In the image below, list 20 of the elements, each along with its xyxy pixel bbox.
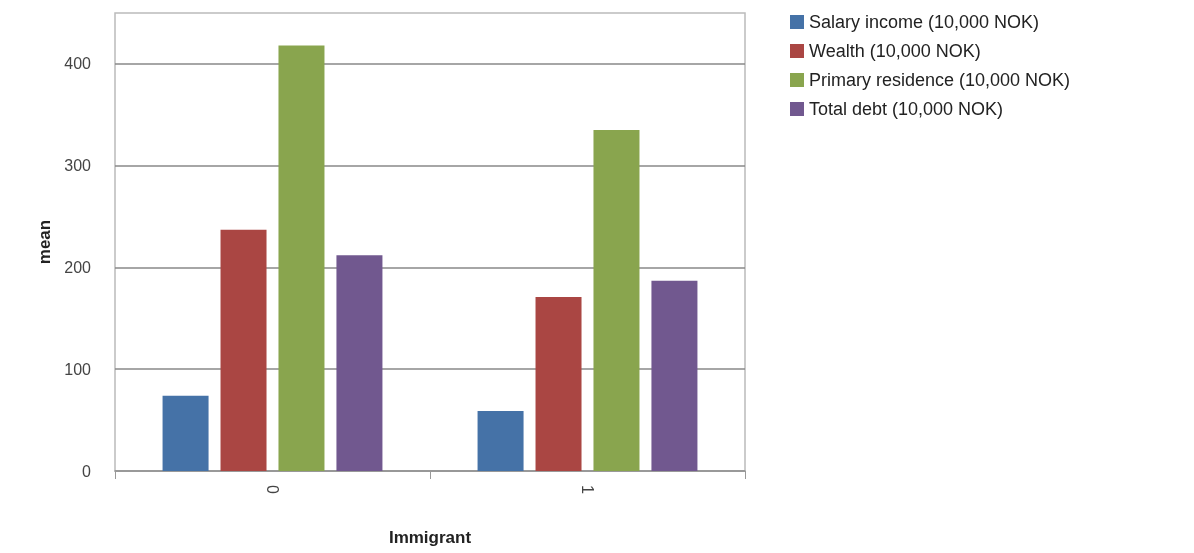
bar [535,296,582,471]
y-tick-label: 400 [64,55,92,73]
legend-label: Primary residence (10,000 NOK) [809,70,1071,90]
legend-label: Wealth (10,000 NOK) [809,41,981,61]
bar [278,45,325,471]
bar [593,130,640,471]
legend-label: Total debt (10,000 NOK) [809,99,1004,119]
bar [162,395,209,471]
legend-label: Salary income (10,000 NOK) [809,12,1040,32]
x-tick-label: 1 [579,485,596,494]
x-axis-title: Immigrant [388,528,472,547]
y-tick-label: 100 [64,360,92,378]
y-axis-title: mean [35,219,55,265]
bar [651,280,698,471]
y-tick-label: 0 [82,462,92,480]
y-tick-label: 200 [64,258,92,276]
bar [220,229,267,471]
bar [336,255,383,471]
y-tick-label: 300 [64,157,92,175]
bar [477,410,524,471]
